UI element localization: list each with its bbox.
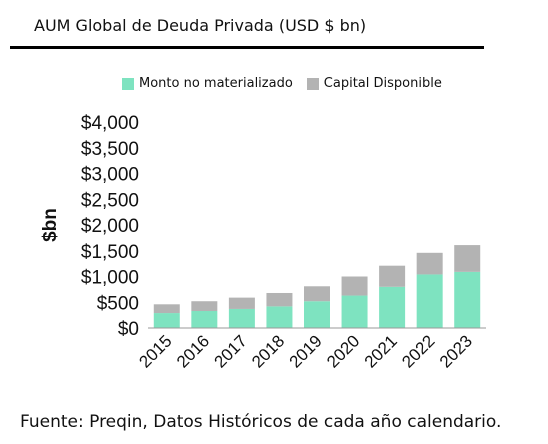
y-tick-label: $0	[118, 319, 139, 340]
y-tick-label: $2,000	[81, 216, 139, 237]
chart-legend: Monto no materializado Capital Disponibl…	[122, 76, 456, 91]
bar-capital-2023	[454, 245, 481, 272]
x-tick-label: 2019	[286, 331, 326, 371]
bar-capital-2021	[379, 265, 406, 287]
legend-swatch-capital	[306, 77, 319, 90]
x-tick-label: 2017	[211, 331, 251, 371]
source-note: Fuente: Preqin, Datos Históricos de cada…	[20, 412, 502, 432]
legend-item-capital: Capital Disponible	[306, 76, 442, 91]
bar-capital-2022	[416, 252, 443, 275]
x-tick-label: 2020	[323, 331, 363, 371]
bar-capital-2015	[153, 304, 180, 314]
bar-capital-2019	[304, 286, 330, 302]
y-tick-label: $500	[97, 293, 139, 314]
bar-capital-2016	[191, 301, 218, 312]
y-tick-label: $2,500	[81, 190, 139, 211]
bar-monto-2019	[304, 301, 330, 328]
bar-monto-2021	[379, 286, 406, 328]
y-axis-label: $bn	[40, 208, 61, 242]
bar-monto-2018	[266, 306, 293, 328]
x-tick-label: 2016	[173, 331, 213, 371]
bar-capital-2018	[266, 292, 293, 307]
legend-item-monto: Monto no materializado	[122, 76, 293, 91]
y-tick-label: $3,500	[81, 139, 139, 160]
bar-monto-2016	[191, 311, 218, 328]
legend-label-monto: Monto no materializado	[139, 76, 293, 91]
x-tick-label: 2021	[361, 331, 401, 371]
bar-monto-2017	[228, 308, 255, 328]
y-tick-label: $1,000	[81, 268, 139, 289]
y-tick-label: $3,000	[81, 165, 139, 186]
y-tick-label: $4,000	[81, 113, 139, 134]
x-tick-label: 2023	[436, 331, 476, 371]
bar-capital-2020	[341, 276, 368, 296]
title-underline	[10, 46, 484, 49]
x-tick-label: 2015	[135, 331, 175, 371]
x-tick-label: 2018	[248, 331, 288, 371]
chart-title: AUM Global de Deuda Privada (USD $ bn)	[34, 16, 367, 35]
y-tick-label: $1,500	[81, 242, 139, 263]
bar-monto-2023	[454, 271, 481, 328]
bar-monto-2020	[341, 295, 368, 328]
bar-monto-2015	[153, 313, 180, 328]
x-tick-label: 2022	[398, 331, 438, 371]
legend-label-capital: Capital Disponible	[323, 76, 442, 91]
bar-monto-2022	[416, 274, 443, 328]
legend-swatch-monto	[122, 77, 134, 90]
bar-capital-2017	[228, 297, 255, 309]
